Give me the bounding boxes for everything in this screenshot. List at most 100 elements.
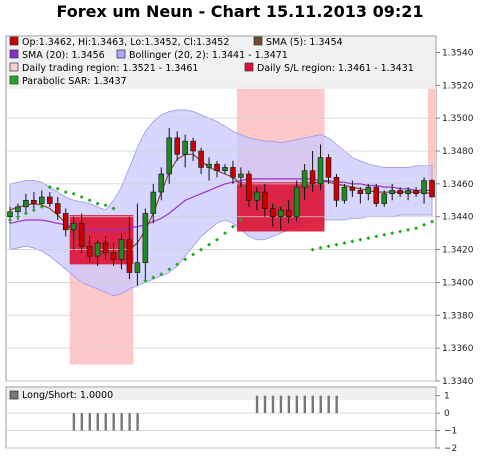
legend-label-0: Op:1.3462, Hi:1.3463, Lo:1.3452, Cl:1.34… <box>22 37 229 48</box>
candle-51 <box>413 187 419 197</box>
sar-point-16 <box>159 272 164 277</box>
candle-34 <box>277 206 284 230</box>
candle-body <box>7 211 13 218</box>
candle-body <box>31 199 37 204</box>
candle-11 <box>94 239 101 266</box>
legend-swatch-6 <box>9 75 19 85</box>
sar-point-36 <box>382 232 387 237</box>
sar-point-12 <box>103 203 108 208</box>
sar-point-30 <box>334 242 339 247</box>
sar-point-10 <box>87 198 92 203</box>
candle-16 <box>134 203 141 286</box>
ls-bar-12 <box>104 413 107 431</box>
sar-point-41 <box>422 222 427 227</box>
legend-swatch-3 <box>116 49 126 59</box>
candle-26 <box>214 160 220 178</box>
ls-legend-label: Long/Short: 1.0000 <box>22 390 113 401</box>
candle-body <box>397 190 403 195</box>
candle-body <box>222 167 228 172</box>
candle-30 <box>246 170 252 207</box>
candle-body <box>166 137 173 175</box>
legend-label-1: SMA (5): 1.3454 <box>266 37 343 48</box>
sar-point-19 <box>183 257 188 262</box>
ls-bar-36 <box>295 395 299 414</box>
candle-49 <box>397 187 403 197</box>
y-tick-label-1: 1.3360 <box>442 344 474 354</box>
sar-point-40 <box>414 226 419 231</box>
ls-bar-34 <box>279 395 283 414</box>
ls-bar-11 <box>96 413 99 431</box>
sar-point-22 <box>207 242 212 247</box>
candle-20 <box>166 128 173 184</box>
candle-body <box>389 190 395 195</box>
sar-point-20 <box>191 252 196 257</box>
sar-point-26 <box>238 218 243 222</box>
sar-point-35 <box>374 234 379 239</box>
sar-point-7 <box>63 190 68 195</box>
candle-27 <box>222 164 228 174</box>
sar-point-8 <box>71 191 76 196</box>
candle-body <box>134 262 141 273</box>
candle-36 <box>293 180 300 222</box>
candle-body <box>262 191 268 209</box>
candle-body <box>381 193 388 204</box>
candle-body <box>174 137 180 155</box>
candle-body <box>142 213 149 264</box>
legend-label-5: Daily S/L region: 1.3461 - 1.3431 <box>257 63 414 74</box>
candle-7 <box>62 208 69 237</box>
candle-body <box>54 203 61 214</box>
candle-body <box>15 206 21 213</box>
candle-5 <box>47 192 53 207</box>
candle-50 <box>405 187 411 201</box>
legend-label-2: SMA (20): 1.3456 <box>22 50 105 61</box>
candle-22 <box>182 134 188 168</box>
candle-31 <box>254 187 260 211</box>
sar-point-9 <box>79 195 84 199</box>
legend-box <box>7 37 435 89</box>
legend-label-3: Bollinger (20, 2): 1.3441 - 1.3471 <box>129 50 288 61</box>
legend-swatch-5 <box>244 62 254 72</box>
legend-label-4: Daily trading region: 1.3521 - 1.3461 <box>22 63 198 74</box>
sar-point-29 <box>326 244 331 249</box>
candle-body <box>365 186 372 195</box>
ls-bar-13 <box>112 413 115 431</box>
ls-tick-label-1: 0 <box>444 409 450 419</box>
candle-body <box>110 252 117 260</box>
sar-point-17 <box>167 267 172 272</box>
candle-body <box>190 140 196 152</box>
sar-point-13 <box>111 206 116 211</box>
ls-tick-label-2: −1 <box>444 427 457 437</box>
candle-14 <box>118 233 125 270</box>
candle-2 <box>23 193 29 214</box>
candle-body <box>150 191 157 214</box>
candle-body <box>78 222 85 247</box>
candle-body <box>349 186 356 191</box>
candle-37 <box>301 164 308 201</box>
candle-body <box>293 186 300 218</box>
candle-body <box>198 150 204 168</box>
legend-swatch-2 <box>9 49 19 59</box>
candle-52 <box>421 177 427 204</box>
ls-bar-14 <box>120 413 123 431</box>
candle-body <box>62 213 69 231</box>
candle-body <box>206 163 212 168</box>
candle-body <box>126 239 133 273</box>
sar-point-3 <box>31 208 36 213</box>
sar-point-32 <box>350 239 355 244</box>
candle-body <box>341 186 348 201</box>
sar-point-31 <box>342 241 347 245</box>
candle-8 <box>70 216 77 250</box>
candle-body <box>214 163 220 172</box>
ls-bar-35 <box>287 395 291 414</box>
candle-body <box>238 173 244 178</box>
candle-17 <box>142 208 149 283</box>
ls-bar-8 <box>72 413 76 431</box>
ls-bar-9 <box>80 413 84 431</box>
candle-21 <box>174 131 180 161</box>
trading-region-2 <box>428 83 436 183</box>
candle-body <box>70 222 77 231</box>
y-tick-label-5: 1.3440 <box>442 213 474 223</box>
candle-body <box>86 245 93 257</box>
sar-point-2 <box>23 211 28 216</box>
ls-bar-38 <box>311 395 314 414</box>
